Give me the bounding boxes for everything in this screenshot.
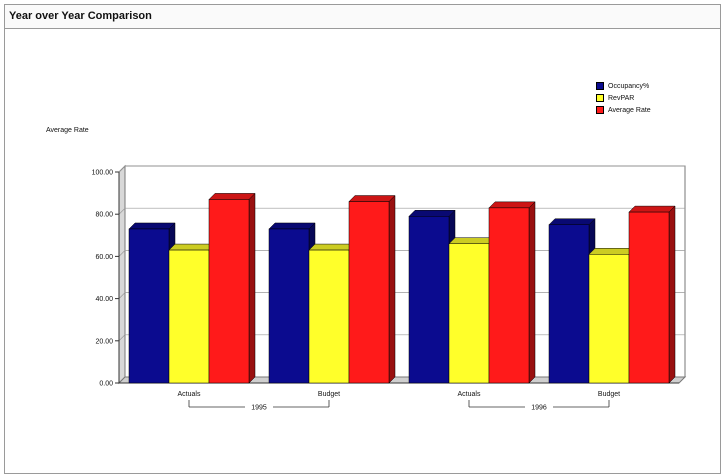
x-tick-label: Budget [598,391,620,398]
bar-top [268,222,316,230]
bar-top [408,210,456,217]
bar [128,228,170,384]
bar [168,249,210,384]
plot-side-wall [118,164,126,385]
gridline-side [118,250,126,257]
x-tick-label: Actuals [178,391,201,398]
bar-top [448,237,496,244]
bar-top [168,243,216,251]
bar [268,228,310,384]
bar [488,207,530,384]
group-label: 1995 [251,405,267,412]
bar-top [208,193,256,200]
group-label: 1996 [531,405,547,412]
bar-side [528,201,536,384]
legend-item: Average Rate [596,104,651,116]
bar [588,254,630,384]
y-tick-label: 20.00 [95,338,113,345]
gridline-side [118,292,126,299]
gridline-side [118,334,126,342]
y-axis-title: Average Rate [46,127,89,134]
bar-top [348,195,396,202]
legend-swatch [596,82,604,90]
y-tick-label: 100.00 [92,170,114,177]
x-tick-label: Budget [318,391,340,398]
bar [408,216,450,384]
bar [628,211,670,384]
bar [548,224,590,384]
legend-label: Occupancy% [608,82,650,90]
gridline-side [118,165,126,173]
legend-swatch [596,106,604,114]
bar-top [488,201,536,209]
gridline-side [118,207,126,215]
y-tick-label: 0.00 [99,381,113,388]
bar [348,201,390,384]
bar-side [248,192,256,384]
window-title: Year over Year Comparison [5,5,720,29]
x-tick-label: Actuals [458,391,481,398]
bar-top [128,222,176,230]
y-tick-label: 40.00 [95,296,113,303]
legend-label: RevPAR [608,94,635,102]
bar-top [548,218,596,225]
bar-top [628,205,676,213]
y-tick-label: 60.00 [95,254,113,261]
bar-side [668,205,676,384]
legend-item: Occupancy% [596,80,651,92]
bar-top [308,243,356,251]
bar-side [388,194,396,384]
legend-item: RevPAR [596,92,651,104]
chart-legend: Occupancy% RevPAR Average Rate [596,80,651,116]
legend-swatch [596,94,604,102]
bar [208,199,250,384]
bar [308,249,350,384]
bar-top [588,248,636,255]
legend-label: Average Rate [608,106,651,114]
y-tick-label: 80.00 [95,212,113,219]
bar [448,243,490,384]
